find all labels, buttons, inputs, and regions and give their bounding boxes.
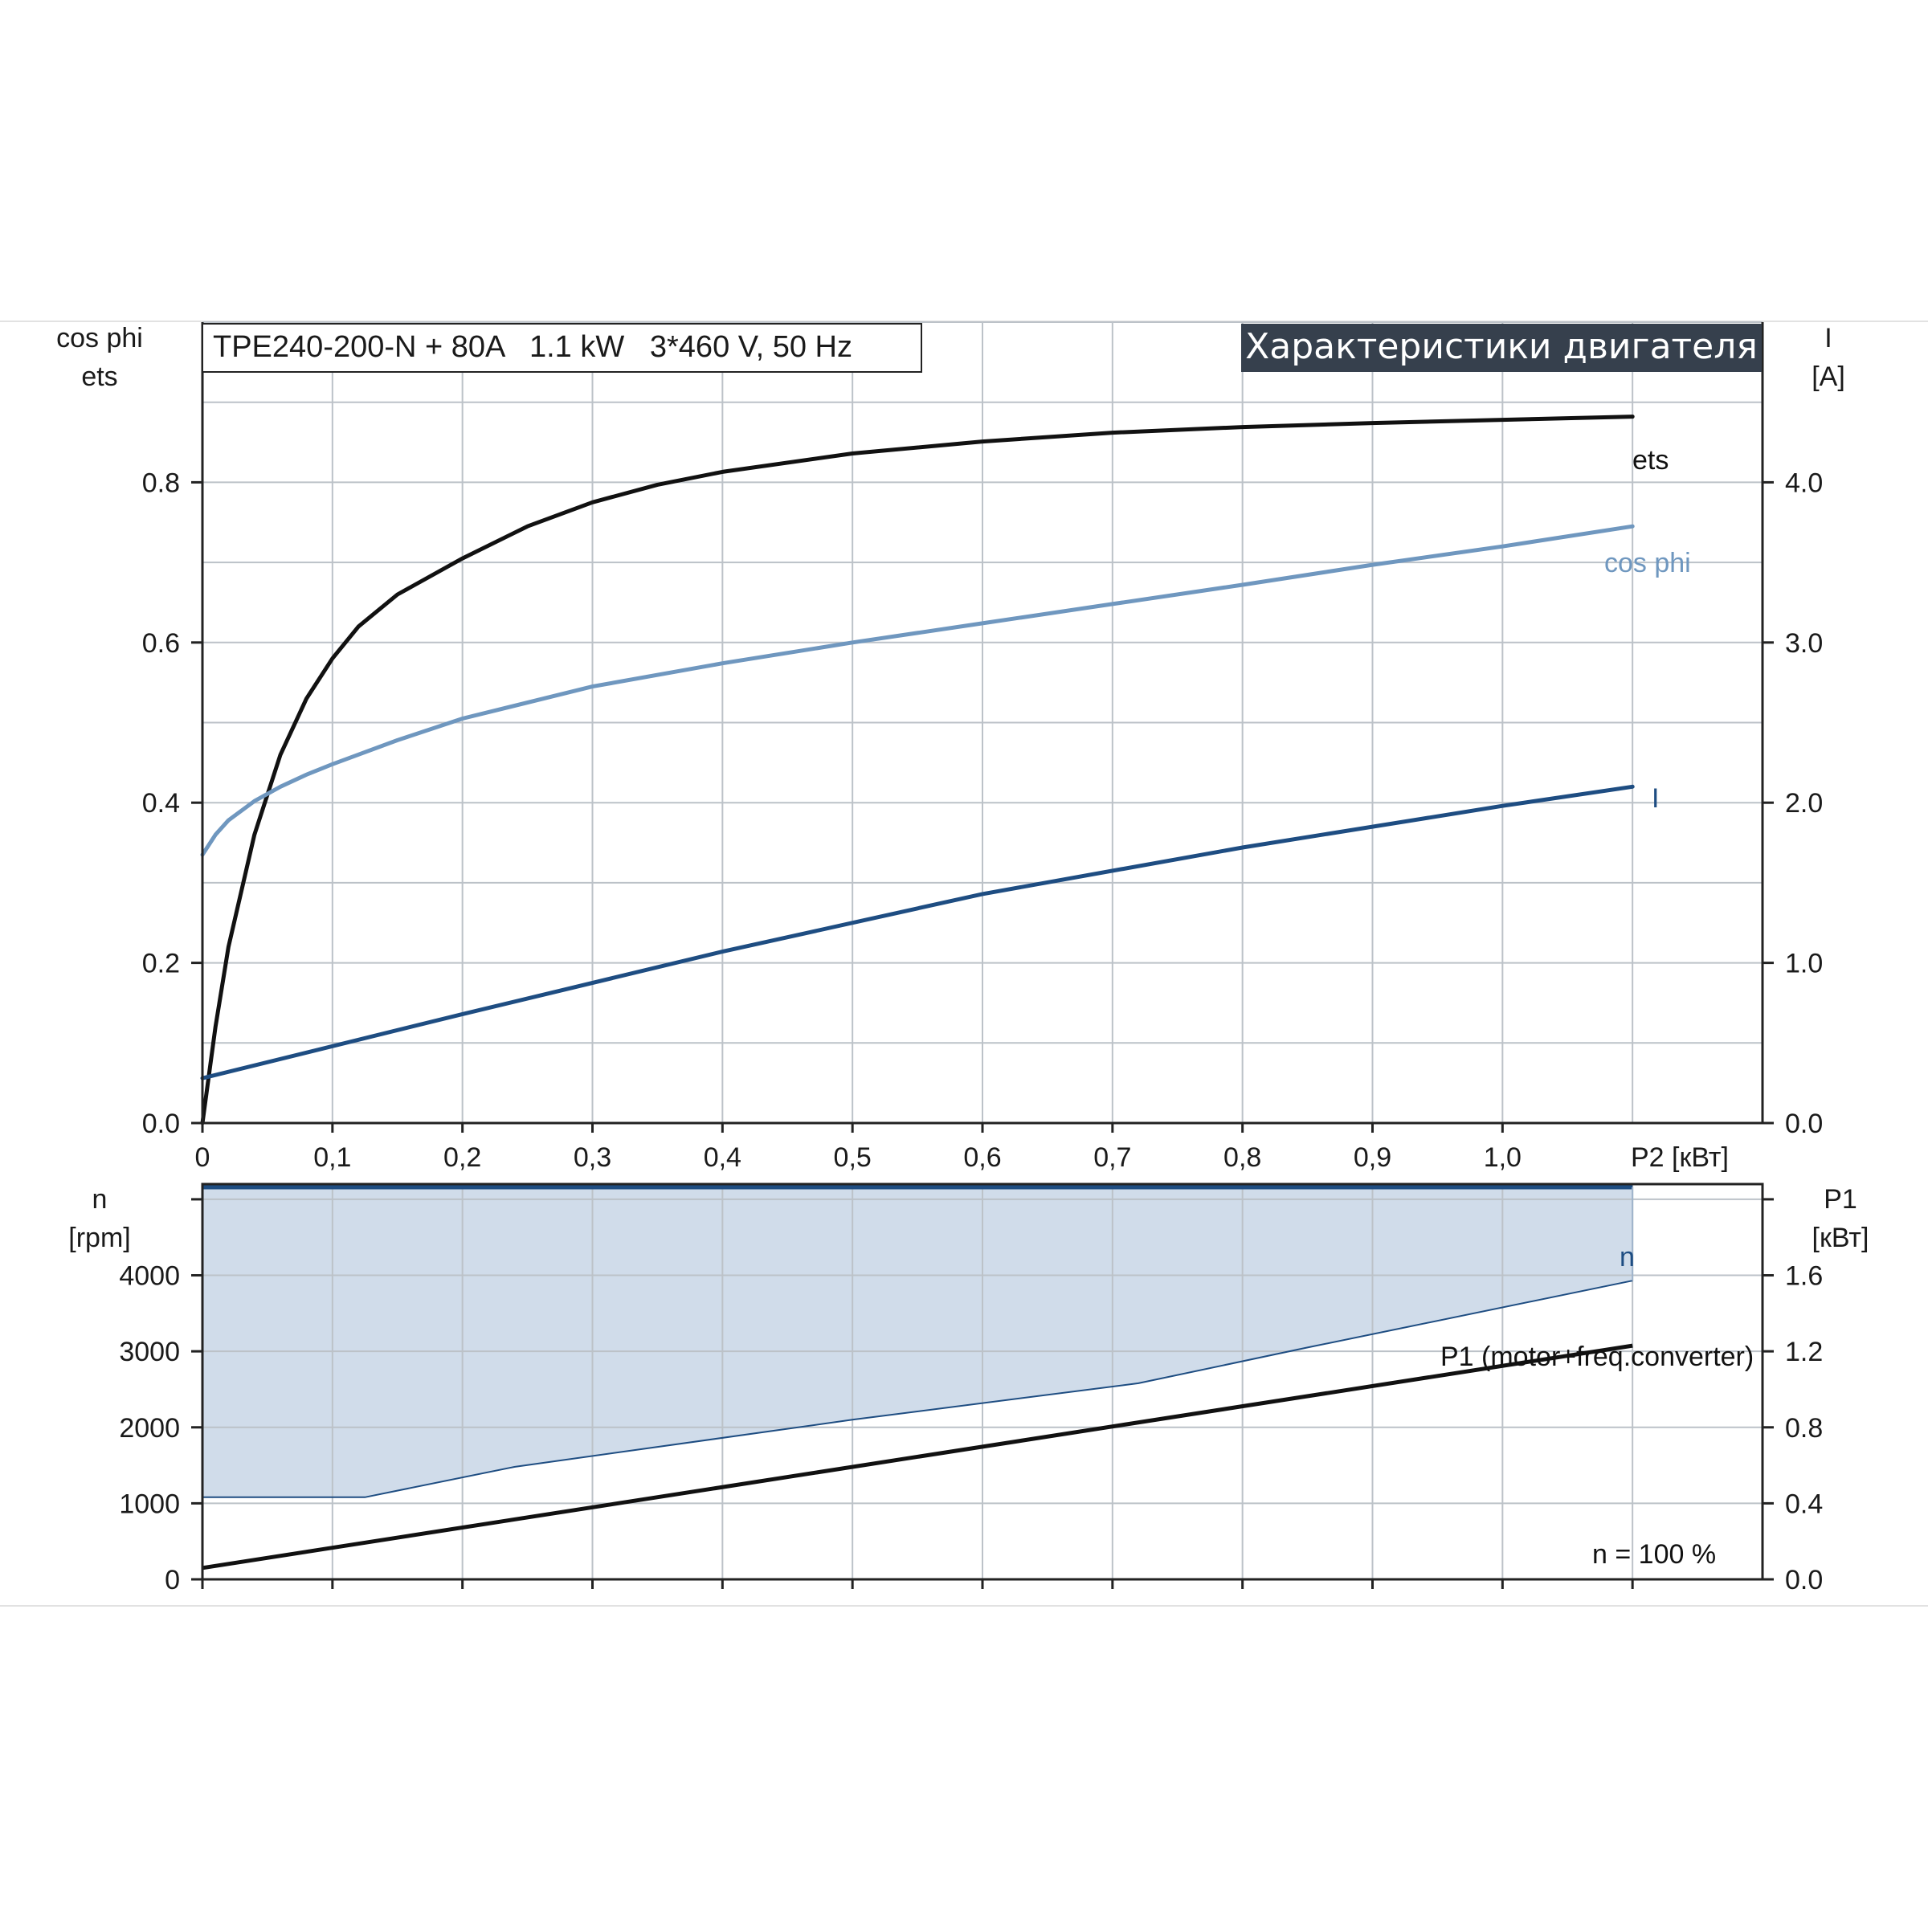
upper-right-label-2: [A] (1812, 361, 1845, 392)
x-tick-label: 0 (195, 1142, 210, 1173)
x-tick-label: 0,6 (963, 1142, 1001, 1173)
x-axis-label: P2 [кВт] (1631, 1142, 1729, 1173)
speed-annotation: n = 100 % (1592, 1539, 1716, 1570)
p1-curve (202, 1343, 1633, 1571)
lower-left-tick-label: 3000 (119, 1337, 180, 1367)
x-tick-label: 0,2 (443, 1142, 481, 1173)
x-tick-label: 0,7 (1093, 1142, 1131, 1173)
right-tick-label: 1.0 (1785, 949, 1823, 979)
lower-left-tick-label: 2000 (119, 1413, 180, 1444)
lower-left-tick-label: 0 (165, 1565, 180, 1595)
lower-left-label-2: [rpm] (68, 1223, 130, 1253)
banner-bg (1241, 324, 1762, 372)
lower-right-tick-label: 0.8 (1785, 1413, 1823, 1444)
left-tick-label: 0.2 (142, 949, 180, 979)
label-speed: n (1620, 1242, 1635, 1272)
lower-left-tick-label: 4000 (119, 1261, 180, 1292)
x-tick-label: 1,0 (1484, 1142, 1522, 1173)
lower-ticks: 0 1000 2000 3000 4000 0.0 0.4 0.8 1.2 1.6 (119, 1198, 1823, 1595)
x-tick-label: 0,4 (704, 1142, 741, 1173)
label-ets: ets (1632, 445, 1669, 476)
right-tick-label: 3.0 (1785, 628, 1823, 659)
label-current: I (1652, 783, 1659, 814)
x-tick-label: 0,3 (574, 1142, 611, 1173)
upper-left-label-1: cos phi (56, 323, 143, 353)
model-info: TPE240-200-N + 80A 1.1 kW 3*460 V, 50 Hz (213, 330, 852, 364)
label-p1: P1 (motor+freq.converter) (1440, 1342, 1754, 1372)
lower-right-tick-label: 1.6 (1785, 1261, 1823, 1292)
upper-panel: 0 0,1 0,2 0,3 0,4 0,5 0,6 0,7 0,8 0,9 1,0 0.0 0.2 0.4… (56, 321, 1845, 1173)
x-tick-label: 0,8 (1223, 1142, 1261, 1173)
model-info-box (202, 323, 922, 373)
upper-left-label-2: ets (81, 361, 117, 392)
lower-curves (202, 1185, 1634, 1571)
left-tick-label: 0.0 (142, 1109, 180, 1139)
cos-phi-curve (200, 524, 1635, 857)
x-tick-label: 0,1 (313, 1142, 351, 1173)
speed-min-curve (202, 1280, 1633, 1498)
right-tick-label: 0.0 (1785, 1109, 1823, 1139)
lower-left-tick-label: 1000 (119, 1489, 180, 1519)
upper-right-label-1: I (1824, 323, 1832, 353)
lower-right-label-1: P1 (1824, 1184, 1857, 1215)
lower-panel: 0 1000 2000 3000 4000 0.0 0.4 0.8 1.2 1.6 n [rpm]… (68, 1182, 1869, 1595)
right-tick-label: 2.0 (1785, 788, 1823, 819)
ets-curve (200, 415, 1635, 1125)
speed-range-band (202, 1187, 1633, 1497)
current-curve (200, 784, 1635, 1080)
label-cos-phi: cos phi (1604, 548, 1691, 578)
banner-title: Характеристики двигателя (1245, 326, 1758, 367)
lower-right-tick-label: 0.0 (1785, 1565, 1823, 1595)
x-tick-label: 0,5 (834, 1142, 872, 1173)
lower-right-tick-label: 1.2 (1785, 1337, 1823, 1367)
right-tick-label: 4.0 (1785, 468, 1823, 498)
lower-right-label-2: [кВт] (1812, 1223, 1869, 1253)
left-tick-label: 0.6 (142, 628, 180, 659)
lower-left-label-1: n (92, 1184, 108, 1215)
left-tick-label: 0.4 (142, 788, 180, 819)
upper-ticks: 0 0,1 0,2 0,3 0,4 0,5 0,6 0,7 0,8 0,9 1,0 0.0 0.2 0.4… (142, 468, 1824, 1173)
lower-right-tick-label: 0.4 (1785, 1489, 1823, 1519)
upper-grid (202, 321, 1763, 1123)
x-tick-label: 0,9 (1354, 1142, 1391, 1173)
upper-curves (200, 415, 1635, 1125)
left-tick-label: 0.8 (142, 468, 180, 498)
